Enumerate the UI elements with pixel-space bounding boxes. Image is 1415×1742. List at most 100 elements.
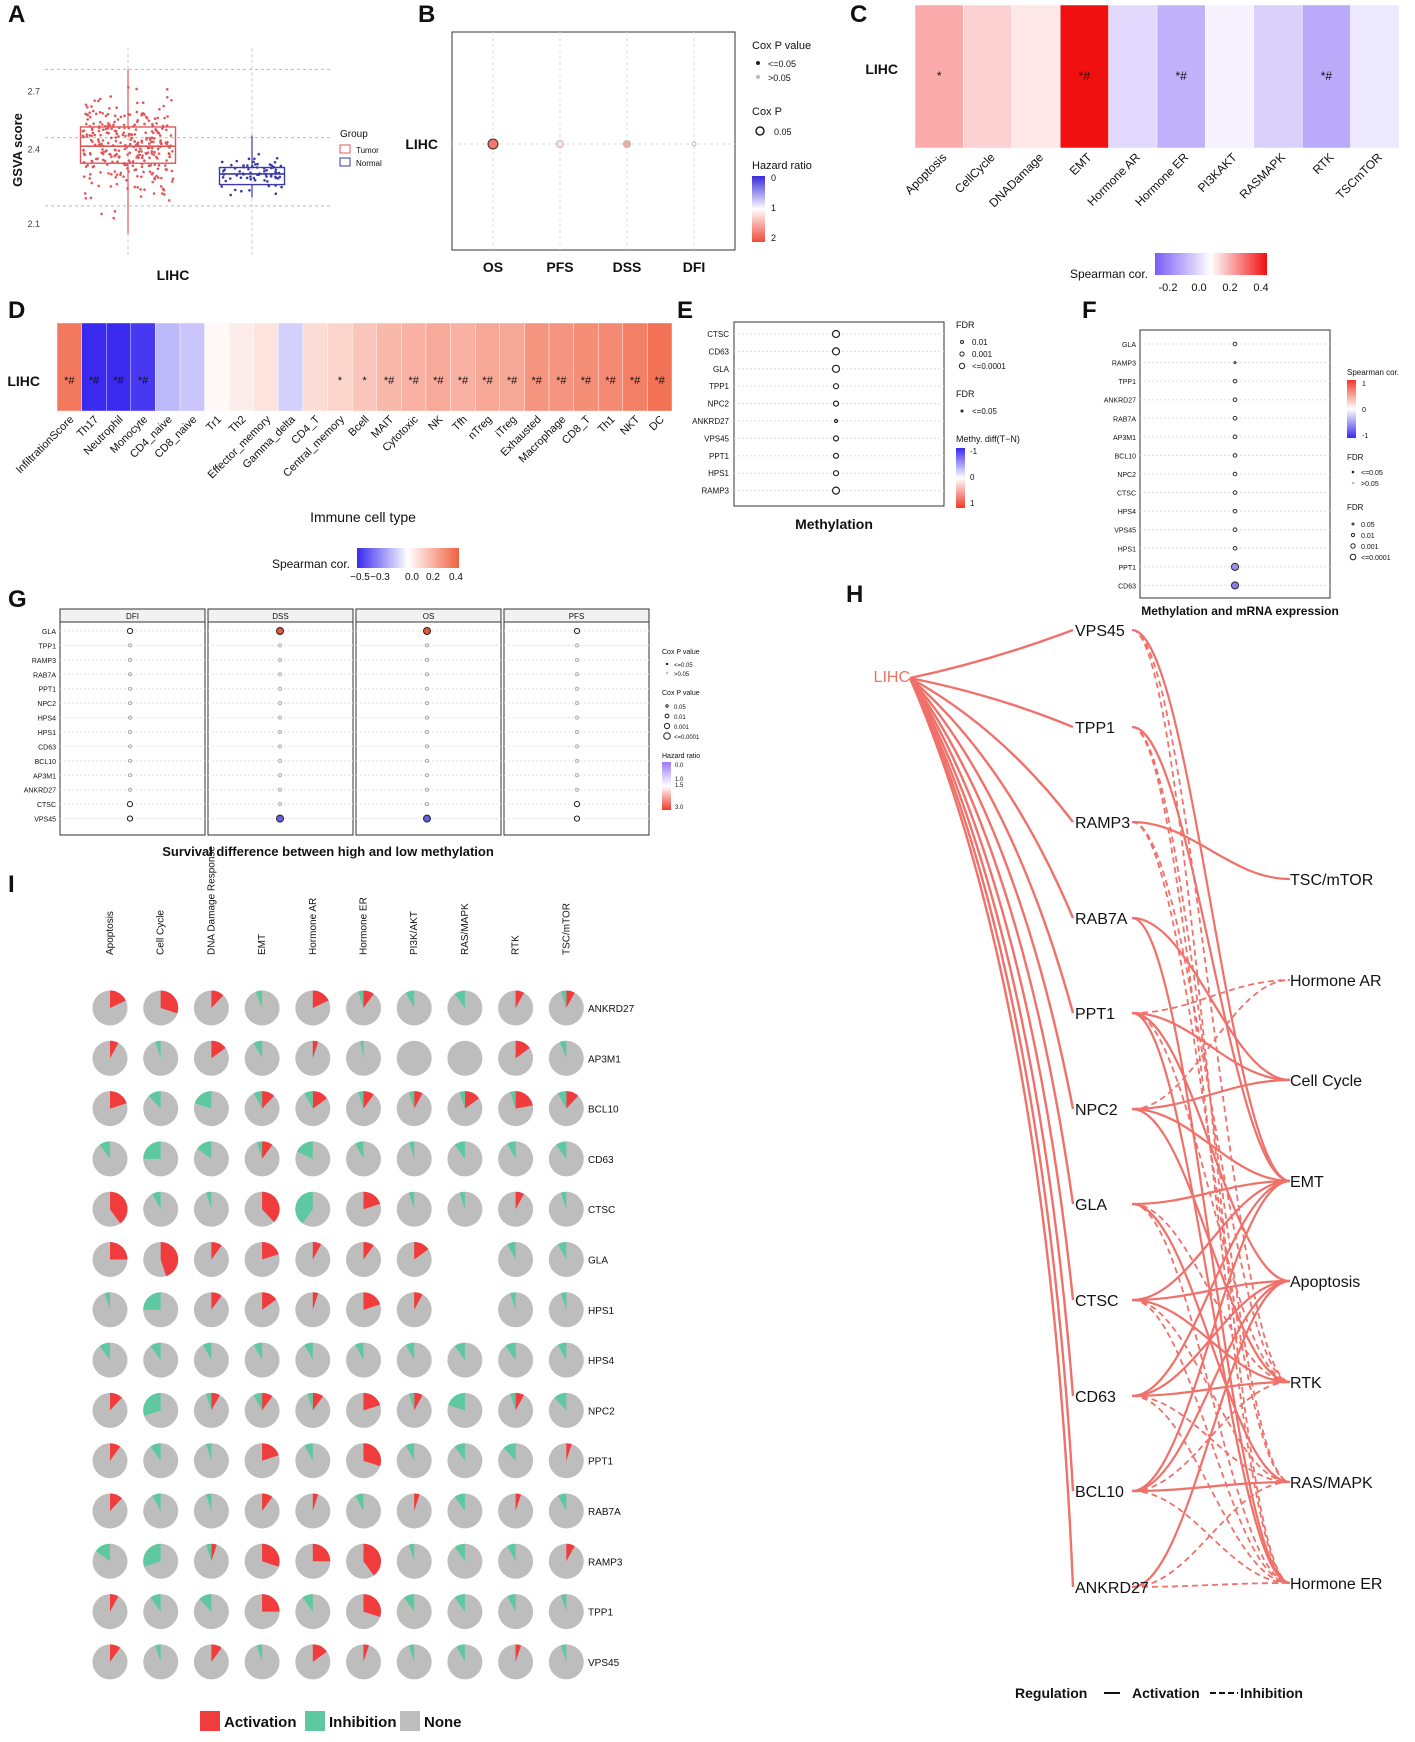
pie-slice <box>363 1242 374 1260</box>
row-label: NPC2 <box>588 1406 615 1417</box>
activation-edge-bcl10 <box>1131 1480 1291 1493</box>
bubble <box>425 643 429 648</box>
jitter-point <box>117 135 120 138</box>
pie-slice <box>304 1443 313 1461</box>
pie-slice <box>363 1644 369 1662</box>
jitter-point <box>253 163 257 166</box>
gene-node-cd63: CD63 <box>1075 1389 1116 1406</box>
bubble <box>128 787 132 792</box>
pie-slice <box>152 1191 161 1210</box>
bubble <box>575 730 579 734</box>
row-label: TPP1 <box>38 643 56 650</box>
jitter-point <box>85 122 88 126</box>
row-label: ANKRD27 <box>692 417 729 426</box>
jitter-point <box>119 173 122 177</box>
row-label: PPT1 <box>1118 565 1136 572</box>
pie-slice <box>454 1141 465 1159</box>
inhibition-edge-ppt1 <box>1131 979 1291 1014</box>
jitter-point <box>152 140 155 144</box>
bubble <box>425 773 429 778</box>
jitter-point <box>143 122 146 126</box>
legend-title: Spearman cor. <box>1070 267 1148 281</box>
pie-slice <box>414 1091 423 1109</box>
legend-dot <box>960 409 964 413</box>
jitter-point <box>224 179 228 183</box>
activation-edge-ppt1 <box>1131 1011 1291 1585</box>
cell-label: *# <box>1176 69 1188 83</box>
pie-slice <box>363 1292 381 1310</box>
jitter-point <box>268 163 272 166</box>
jitter-point <box>123 114 126 118</box>
jitter-point <box>168 152 171 156</box>
heat-cell <box>1059 4 1109 149</box>
pie-slice <box>507 1242 516 1260</box>
cell-label: *# <box>113 375 124 387</box>
pie-slice <box>205 1543 212 1562</box>
pie-slice <box>211 1242 222 1260</box>
bubble <box>278 686 282 691</box>
network-source-label: LIHC <box>874 669 910 686</box>
pie-slice <box>262 1443 279 1461</box>
pie-slice <box>211 1543 217 1562</box>
row-label: BCL10 <box>588 1105 619 1116</box>
activation-edge-cd63 <box>1131 1380 1291 1398</box>
legend-title: Hazard ratio <box>752 160 812 172</box>
bubble <box>575 701 579 706</box>
pie-slice <box>358 1091 364 1109</box>
row-label: ANKRD27 <box>1104 398 1136 405</box>
inhibition-edge-ramp3 <box>1131 821 1291 1483</box>
bubble <box>1232 397 1238 403</box>
bubble <box>278 758 282 763</box>
cell-label: *# <box>630 375 641 387</box>
jitter-point <box>279 164 283 168</box>
pie-slice <box>505 1342 516 1361</box>
jitter-point <box>252 176 256 180</box>
cell-label: *# <box>581 375 592 387</box>
pathway-node: Hormone AR <box>1290 973 1382 990</box>
column-label: TSC/mTOR <box>561 903 572 955</box>
jitter-point <box>110 155 113 159</box>
color-bar-tick: 3.0 <box>675 805 684 811</box>
bubble <box>425 657 429 662</box>
row-label: PPT1 <box>588 1457 613 1468</box>
legend-label: <=0.05 <box>1361 470 1383 477</box>
cell-label: *# <box>408 375 419 387</box>
bubble-dfi <box>691 141 697 147</box>
pie-slice <box>211 990 224 1008</box>
jitter-point <box>140 139 144 143</box>
jitter-point <box>170 98 173 102</box>
jitter-point <box>108 107 111 110</box>
heat-cell <box>327 322 353 412</box>
panel-letter-G: G <box>8 586 27 613</box>
pie-slice <box>312 990 329 1008</box>
pie-slice <box>307 1392 313 1411</box>
edge-lihc-gla <box>908 677 1075 1205</box>
bubble <box>575 643 579 648</box>
gene-node-vps45: VPS45 <box>1075 623 1125 640</box>
cell-label: *# <box>384 375 395 387</box>
inhibition-edge-cd63 <box>1131 1395 1291 1483</box>
pie-slice <box>414 1493 420 1511</box>
jitter-point <box>133 140 136 143</box>
jitter-point <box>163 164 167 167</box>
legend-title: FDR <box>1347 503 1364 512</box>
facet-label: OS <box>423 612 435 621</box>
bubble <box>278 701 282 706</box>
cell-label: * <box>362 375 367 387</box>
pie-slice <box>205 1493 212 1511</box>
jitter-point <box>92 164 96 168</box>
jitter-point <box>127 134 131 137</box>
pie-slice <box>515 1191 525 1210</box>
jitter-point <box>88 134 91 137</box>
legend-title: Cox P value <box>752 40 811 52</box>
legend-label: 0.001 <box>1361 544 1379 551</box>
heat-cell <box>524 322 550 412</box>
legend-label: 0.01 <box>1361 533 1375 540</box>
jitter-point <box>84 196 88 200</box>
row-label: VPS45 <box>34 817 56 824</box>
activation-edge-bcl10 <box>1131 1279 1291 1493</box>
pie-slice <box>160 1242 179 1277</box>
jitter-point <box>113 170 117 173</box>
legend-swatch <box>305 1711 325 1731</box>
bubble <box>833 418 839 424</box>
